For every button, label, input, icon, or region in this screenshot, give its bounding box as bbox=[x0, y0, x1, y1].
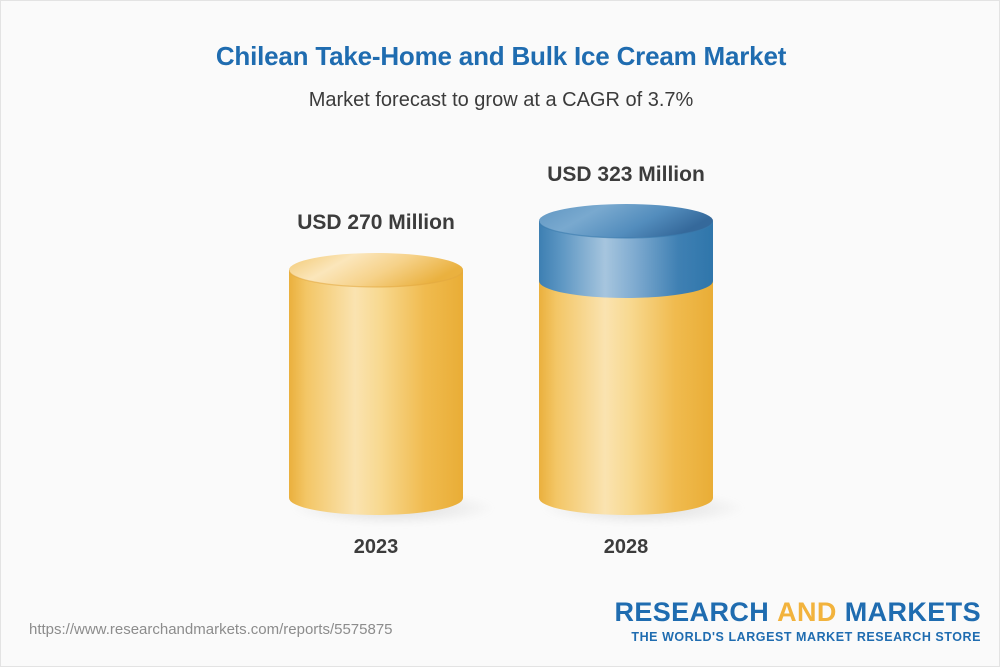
logo-word-and: AND bbox=[777, 597, 837, 627]
bar-group-2023: USD 270 Million bbox=[289, 151, 493, 571]
report-url-link[interactable]: https://www.researchandmarkets.com/repor… bbox=[29, 621, 393, 638]
logo-wordmark: RESEARCH AND MARKETS bbox=[614, 599, 981, 626]
chart-subtitle: Market forecast to grow at a CAGR of 3.7… bbox=[308, 89, 694, 111]
cylinder-2028[interactable] bbox=[539, 204, 713, 515]
bar-group-2028: USD 323 Million bbox=[539, 151, 743, 571]
logo-word-research: RESEARCH bbox=[614, 597, 770, 627]
bar-category-label-2028: 2028 bbox=[603, 536, 649, 558]
page-title: Chilean Take-Home and Bulk Ice Cream Mar… bbox=[215, 41, 787, 71]
cylinder-2023[interactable] bbox=[289, 253, 463, 515]
logo-word-markets: MARKETS bbox=[844, 597, 981, 627]
bar-category-label-2023: 2023 bbox=[353, 536, 399, 558]
logo-tagline: THE WORLD'S LARGEST MARKET RESEARCH STOR… bbox=[631, 630, 981, 644]
research-and-markets-logo[interactable]: RESEARCH AND MARKETS THE WORLD'S LARGEST… bbox=[614, 599, 981, 645]
bar-value-label-2023: USD 270 Million bbox=[297, 211, 455, 234]
bar-value-label-2028: USD 323 Million bbox=[547, 163, 705, 186]
